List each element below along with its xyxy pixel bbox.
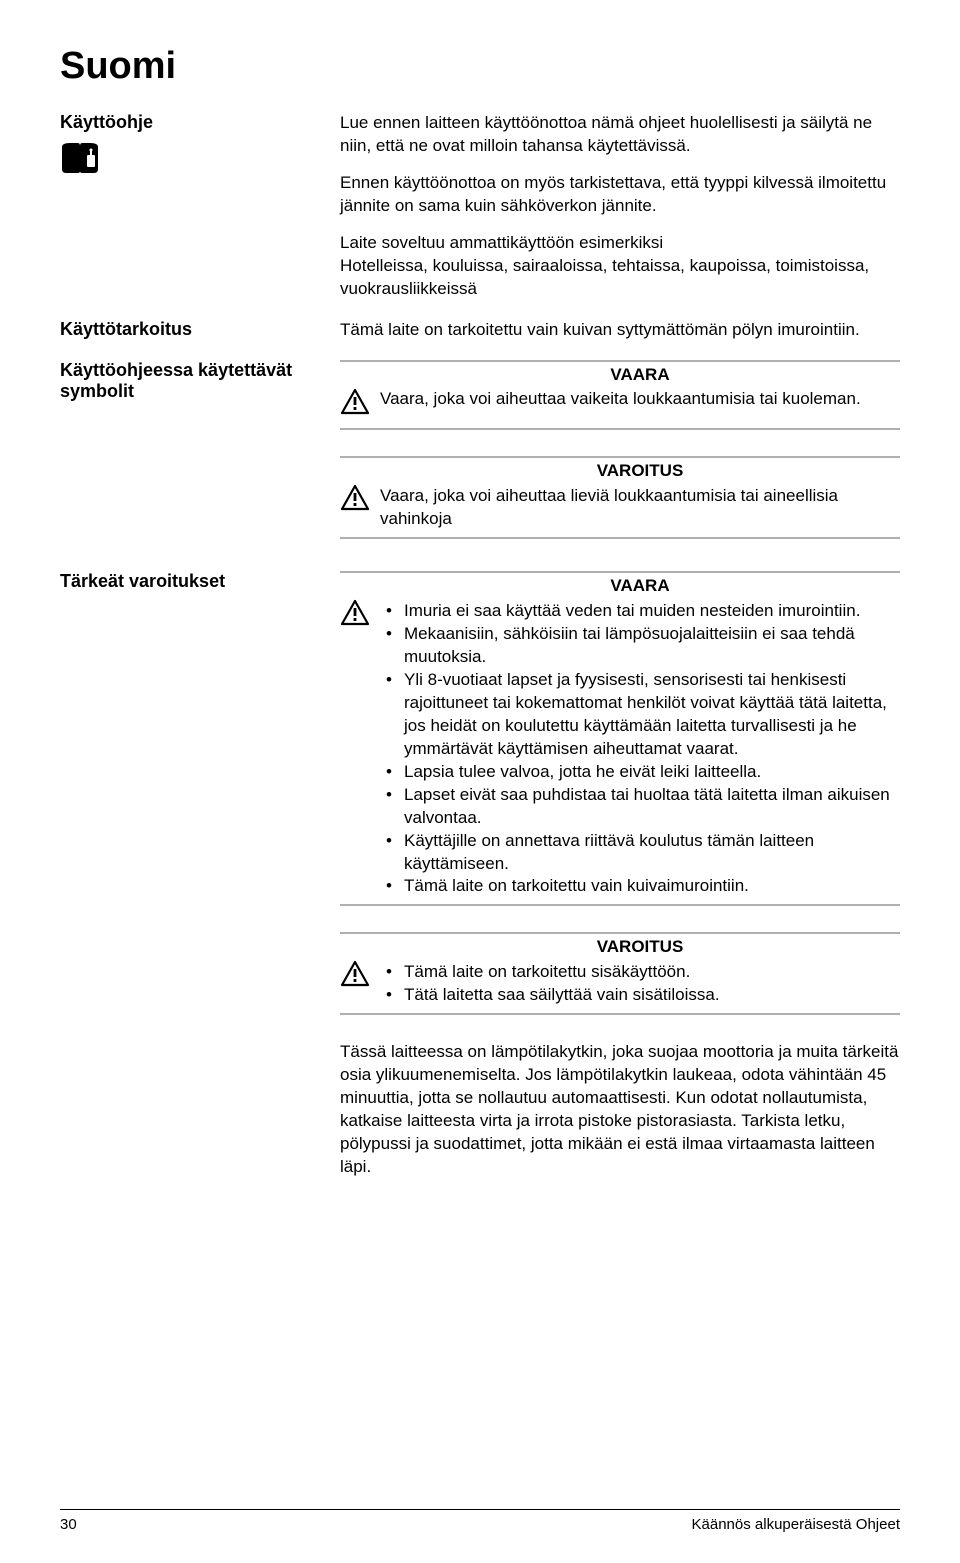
danger-symbol-text: Vaara, joka voi aiheuttaa vaikeita loukk…: [380, 388, 900, 411]
list-item: Lapsia tulee valvoa, jotta he eivät leik…: [380, 761, 900, 784]
warning-icon: [340, 960, 370, 995]
list-item: Tätä laitetta saa säilyttää vain sisätil…: [380, 984, 900, 1007]
danger-block: VAARA Imuria ei saa käyttää veden tai mu…: [340, 571, 900, 906]
footer: 30 Käännös alkuperäisestä Ohjeet: [60, 1509, 900, 1533]
warning-icon: [340, 388, 370, 423]
section-instructions: Käyttöohje Lue ennen laitteen käyttöönot…: [60, 112, 900, 301]
danger-symbol-block: VAARA Vaara, joka voi aiheuttaa vaikeita…: [340, 360, 900, 431]
intro-p2: Ennen käyttöönottoa on myös tarkistettav…: [340, 172, 900, 218]
warning-heading: VAROITUS: [380, 460, 900, 483]
warning-symbol-block: VAROITUS Vaara, joka voi aiheuttaa lievi…: [340, 456, 900, 539]
warning-heading-2: VAROITUS: [380, 936, 900, 959]
page-number: 30: [60, 1516, 77, 1533]
list-item: Yli 8-vuotiaat lapset ja fyysisesti, sen…: [380, 669, 900, 761]
instructions-label: Käyttöohje: [60, 112, 320, 133]
warning-icon: [340, 599, 370, 634]
list-item: Lapset eivät saa puhdistaa tai huoltaa t…: [380, 784, 900, 830]
danger-bullets: Imuria ei saa käyttää veden tai muiden n…: [380, 600, 900, 898]
section-purpose: Käyttötarkoitus Tämä laite on tarkoitett…: [60, 319, 900, 342]
danger-heading-2: VAARA: [380, 575, 900, 598]
warnings-label: Tärkeät varoitukset: [60, 571, 340, 592]
list-item: Käyttäjille on annettava riittävä koulut…: [380, 830, 900, 876]
section-warnings: Tärkeät varoitukset VAARA Imuria ei saa …: [60, 571, 900, 1179]
intro-p1: Lue ennen laitteen käyttöönottoa nämä oh…: [340, 112, 900, 158]
manual-icon: [60, 141, 100, 175]
danger-heading: VAARA: [380, 364, 900, 387]
warning-block: VAROITUS Tämä laite on tarkoitettu sisäk…: [340, 932, 900, 1015]
intro-p3a: Laite soveltuu ammattikäyttöön esimerkik…: [340, 233, 663, 252]
warning-symbol-text: Vaara, joka voi aiheuttaa lieviä loukkaa…: [380, 485, 900, 531]
thermal-paragraph: Tässä laitteessa on lämpötilakytkin, jok…: [340, 1041, 900, 1179]
warning-icon: [340, 484, 370, 519]
purpose-label: Käyttötarkoitus: [60, 319, 340, 340]
page-title: Suomi: [60, 45, 900, 88]
section-symbols: Käyttöohjeessa käytettävät symbolit VAAR…: [60, 360, 900, 566]
list-item: Imuria ei saa käyttää veden tai muiden n…: [380, 600, 900, 623]
purpose-text: Tämä laite on tarkoitettu vain kuivan sy…: [340, 319, 900, 342]
symbols-label: Käyttöohjeessa käytettävät symbolit: [60, 360, 340, 402]
intro-p3b: Hotelleissa, kouluissa, sairaaloissa, te…: [340, 256, 869, 298]
list-item: Mekaanisiin, sähköisiin tai lämpösuojala…: [380, 623, 900, 669]
footer-right: Käännös alkuperäisestä Ohjeet: [692, 1516, 900, 1533]
list-item: Tämä laite on tarkoitettu vain kuivaimur…: [380, 875, 900, 898]
warning-bullets: Tämä laite on tarkoitettu sisäkäyttöön. …: [380, 961, 900, 1007]
list-item: Tämä laite on tarkoitettu sisäkäyttöön.: [380, 961, 900, 984]
